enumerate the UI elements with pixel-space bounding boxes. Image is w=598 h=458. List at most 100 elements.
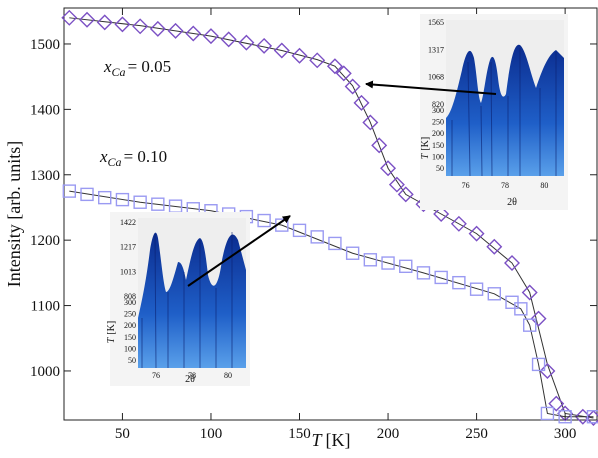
y-axis-title: Intensity [arb. units] xyxy=(4,141,24,287)
inset-tick-label: 1422 xyxy=(120,218,136,227)
inset-005-y-title: T[K] xyxy=(420,137,431,159)
inset-010-arrow xyxy=(187,215,291,287)
series-1-point xyxy=(558,410,572,424)
inset-tick-label: 78 xyxy=(501,181,509,190)
inset-010-y-symbol: T xyxy=(106,336,117,343)
series-1-point xyxy=(416,266,431,280)
inset-010-ridge-lines xyxy=(141,232,233,369)
series-0-point xyxy=(185,25,202,42)
y-tick-label: 1300 xyxy=(30,168,60,184)
series-label-010-sub: Ca xyxy=(108,155,122,169)
inset-tick-label: 78 xyxy=(188,371,196,380)
series-1-point xyxy=(328,236,342,251)
series-0-point xyxy=(433,206,450,222)
series-0-point xyxy=(397,186,414,203)
series-1-point xyxy=(514,302,528,316)
inset-005-x-ticks: 76 78 80 xyxy=(462,181,549,190)
inset-tick-label: 200 xyxy=(124,321,136,330)
inset-tick-label: 50 xyxy=(436,164,444,173)
series-0-point xyxy=(167,22,184,39)
x-tick-label: 100 xyxy=(200,426,223,442)
inset-tick-label: 300 xyxy=(432,106,444,115)
series-0-point xyxy=(149,20,166,37)
inset-tick-label: 80 xyxy=(540,181,548,190)
inset-010-x-ticks: 76 78 80 xyxy=(152,371,232,380)
inset-tick-label: 200 xyxy=(432,129,444,138)
series-label-005: xCa = 0.05 xyxy=(103,57,171,79)
series-0-point xyxy=(309,52,326,69)
series-0-point xyxy=(256,37,273,54)
series-0-point xyxy=(79,11,96,28)
series-0-point xyxy=(380,160,397,177)
series-0-point xyxy=(220,31,237,48)
series-1-point xyxy=(399,259,413,274)
x-tick-label: 300 xyxy=(554,426,577,442)
series-label-005-value: = 0.05 xyxy=(128,57,172,76)
series-0-point xyxy=(548,395,565,412)
series-1-point xyxy=(310,230,324,244)
series-0-point xyxy=(504,255,520,272)
x-tick-label: 250 xyxy=(465,426,488,442)
inset-005-arrow xyxy=(365,80,497,95)
x-tick-label: 150 xyxy=(288,426,311,442)
y-tick-label: 1000 xyxy=(30,364,60,380)
inset-tick-label: 820 xyxy=(432,100,444,109)
inset-010-y-title: T[K] xyxy=(106,321,117,343)
inset-tick-label: 150 xyxy=(432,141,444,150)
series-0-point xyxy=(238,34,255,51)
series-0-point xyxy=(539,362,556,379)
series-0-point xyxy=(353,94,370,111)
series-label-005-sub: Ca xyxy=(112,65,126,79)
inset-tick-label: 50 xyxy=(128,356,136,365)
inset-005-intensity-map xyxy=(446,44,564,176)
inset-tick-label: 76 xyxy=(462,181,470,190)
series-1-fit-line xyxy=(69,190,594,418)
series-1-point xyxy=(381,256,395,270)
y-tick-label: 1100 xyxy=(31,299,60,315)
series-1-point xyxy=(292,223,307,238)
series-1-point xyxy=(531,357,546,372)
inset-005-ridge-lines xyxy=(451,48,557,177)
series-1-point xyxy=(62,184,77,198)
series-1-point xyxy=(452,275,466,290)
series-1-point xyxy=(363,253,378,267)
series-1-point xyxy=(133,195,147,209)
series-0-point xyxy=(61,9,78,26)
inset-010-x-title: 2θ xyxy=(185,374,195,385)
inset-tick-label: 250 xyxy=(432,118,444,127)
series-0-point xyxy=(585,410,598,427)
series-0-point xyxy=(388,176,405,193)
series-0-point xyxy=(326,58,343,75)
y-tick-label: 1400 xyxy=(30,102,60,118)
series-label-010-var: x xyxy=(99,147,108,166)
inset-tick-label: 1565 xyxy=(428,18,444,27)
series-1-point xyxy=(151,197,165,211)
inset-005-x-title: 2θ xyxy=(507,197,517,208)
plot-frame xyxy=(63,7,598,421)
inset-tick-label: 100 xyxy=(124,345,136,354)
series-1-point xyxy=(345,246,360,260)
inset-tick-label: 1317 xyxy=(428,45,444,54)
inset-tick-label: 150 xyxy=(124,333,136,342)
series-0 xyxy=(61,9,598,427)
series-label-005-var: x xyxy=(103,57,112,76)
series-0-point xyxy=(344,78,361,95)
series-0-point xyxy=(362,114,379,131)
series-0-point xyxy=(291,47,308,64)
inset-010-intensity-map xyxy=(138,232,246,368)
inset-tick-label: 76 xyxy=(152,371,160,380)
inset-005-y-symbol: T xyxy=(420,152,431,159)
series-0-point xyxy=(450,215,467,232)
y-axis-ticks: 1000 1100 1200 1300 1400 1500 xyxy=(30,37,597,380)
inset-tick-label: 1013 xyxy=(120,267,136,276)
series-1-point xyxy=(80,187,94,202)
series-1-point xyxy=(469,282,484,296)
x-axis-ticks: 50 100 150 200 250 300 xyxy=(115,8,576,442)
series-0-point xyxy=(468,225,485,242)
series-1-point xyxy=(487,287,501,301)
series-1-point xyxy=(98,190,112,205)
